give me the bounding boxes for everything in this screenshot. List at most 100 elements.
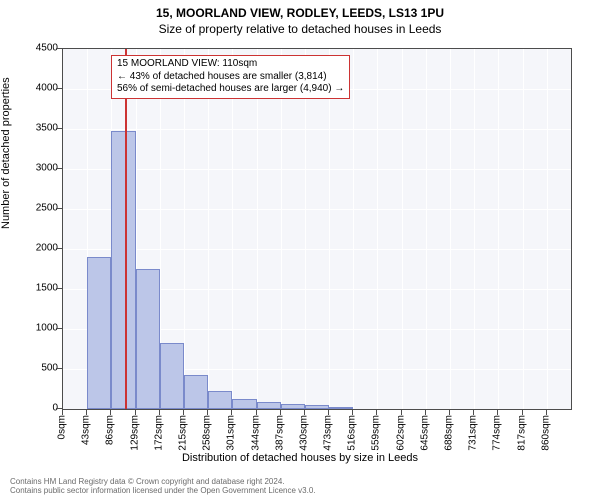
y-tick-label: 1000 (18, 323, 58, 334)
y-tick-label: 3500 (18, 123, 58, 134)
x-tick-mark (62, 410, 63, 415)
x-tick-label: 645sqm (419, 415, 430, 451)
x-tick-mark (135, 410, 136, 415)
histogram-bar (232, 399, 256, 409)
y-tick-label: 4500 (18, 43, 58, 54)
x-tick-label: 817sqm (516, 415, 527, 451)
x-tick-label: 602sqm (395, 415, 406, 451)
grid-line-v (450, 49, 451, 409)
x-tick-label: 688sqm (444, 415, 455, 451)
histogram-bar (281, 404, 305, 409)
x-tick-label: 43sqm (81, 415, 92, 445)
x-tick-label: 172sqm (153, 415, 164, 451)
x-tick-mark (183, 410, 184, 415)
y-tick-mark (56, 48, 62, 49)
x-tick-mark (328, 410, 329, 415)
y-tick-mark (56, 368, 62, 369)
grid-line-v (547, 49, 548, 409)
grid-line-v (232, 49, 233, 409)
histogram-bar (329, 407, 353, 409)
footer: Contains HM Land Registry data © Crown c… (10, 477, 316, 496)
y-tick-mark (56, 328, 62, 329)
y-tick-mark (56, 408, 62, 409)
histogram-bar (208, 391, 232, 409)
grid-line-v (208, 49, 209, 409)
x-tick-mark (280, 410, 281, 415)
y-tick-mark (56, 208, 62, 209)
x-tick-mark (401, 410, 402, 415)
x-tick-label: 258sqm (202, 415, 213, 451)
y-tick-mark (56, 288, 62, 289)
chart-subtitle: Size of property relative to detached ho… (0, 20, 600, 36)
histogram-bar (257, 402, 281, 409)
x-tick-label: 774sqm (492, 415, 503, 451)
grid-line-h (63, 129, 571, 130)
y-tick-label: 2500 (18, 203, 58, 214)
grid-line-v (426, 49, 427, 409)
grid-line-v (402, 49, 403, 409)
grid-line-v (257, 49, 258, 409)
x-tick-label: 516sqm (347, 415, 358, 451)
y-tick-label: 1500 (18, 283, 58, 294)
grid-line-h (63, 209, 571, 210)
chart-container: 15, MOORLAND VIEW, RODLEY, LEEDS, LS13 1… (0, 0, 600, 500)
x-tick-mark (376, 410, 377, 415)
annotation-line-2: ← 43% of detached houses are smaller (3,… (117, 71, 344, 84)
x-tick-label: 473sqm (323, 415, 334, 451)
x-tick-mark (425, 410, 426, 415)
annotation-box: 15 MOORLAND VIEW: 110sqm ← 43% of detach… (111, 55, 350, 99)
x-tick-mark (231, 410, 232, 415)
x-tick-label: 215sqm (177, 415, 188, 451)
y-tick-mark (56, 128, 62, 129)
y-tick-mark (56, 248, 62, 249)
grid-line-v (377, 49, 378, 409)
grid-line-v (353, 49, 354, 409)
y-tick-label: 0 (18, 403, 58, 414)
histogram-bar (160, 343, 184, 409)
y-tick-label: 2000 (18, 243, 58, 254)
footer-line-1: Contains HM Land Registry data © Crown c… (10, 477, 316, 487)
x-axis-label: Distribution of detached houses by size … (0, 452, 600, 464)
grid-line-v (474, 49, 475, 409)
x-tick-mark (546, 410, 547, 415)
x-tick-mark (497, 410, 498, 415)
x-tick-mark (256, 410, 257, 415)
x-tick-mark (159, 410, 160, 415)
y-tick-mark (56, 168, 62, 169)
x-tick-mark (86, 410, 87, 415)
grid-line-v (329, 49, 330, 409)
x-tick-label: 344sqm (250, 415, 261, 451)
histogram-bar (305, 405, 329, 409)
grid-line-v (184, 49, 185, 409)
plot-area: 15 MOORLAND VIEW: 110sqm ← 43% of detach… (62, 48, 572, 410)
grid-line-v (281, 49, 282, 409)
chart-title: 15, MOORLAND VIEW, RODLEY, LEEDS, LS13 1… (0, 0, 600, 20)
x-tick-label: 129sqm (129, 415, 140, 451)
grid-line-v (523, 49, 524, 409)
histogram-bar (111, 131, 135, 409)
footer-line-2: Contains public sector information licen… (10, 486, 316, 496)
y-tick-label: 4000 (18, 83, 58, 94)
histogram-bar (184, 375, 208, 409)
histogram-bar (87, 257, 111, 409)
x-tick-mark (304, 410, 305, 415)
x-tick-mark (522, 410, 523, 415)
x-tick-label: 301sqm (226, 415, 237, 451)
x-tick-label: 430sqm (298, 415, 309, 451)
grid-line-h (63, 249, 571, 250)
y-tick-mark (56, 88, 62, 89)
y-tick-label: 3000 (18, 163, 58, 174)
x-tick-label: 559sqm (371, 415, 382, 451)
x-tick-label: 387sqm (274, 415, 285, 451)
histogram-bar (136, 269, 160, 409)
x-tick-label: 86sqm (105, 415, 116, 445)
grid-line-v (498, 49, 499, 409)
y-tick-label: 500 (18, 363, 58, 374)
x-tick-mark (110, 410, 111, 415)
annotation-line-3: 56% of semi-detached houses are larger (… (117, 83, 344, 96)
x-tick-label: 860sqm (540, 415, 551, 451)
grid-line-v (305, 49, 306, 409)
x-tick-mark (473, 410, 474, 415)
x-tick-mark (449, 410, 450, 415)
x-tick-label: 0sqm (57, 415, 68, 439)
